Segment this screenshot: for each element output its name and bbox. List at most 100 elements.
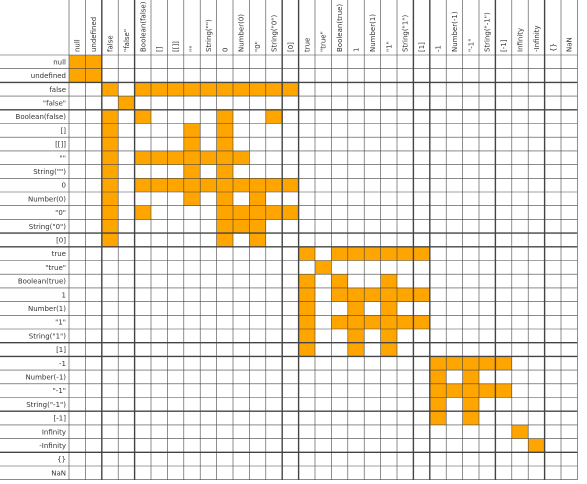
cell-8-2 [101,164,119,179]
cell-9-9 [216,178,233,192]
cell-14-21 [413,246,430,261]
row-label: [1] [56,346,66,354]
row-label: {} [57,456,66,464]
row-label: Boolean(false) [16,113,67,121]
cell-17-16 [331,287,348,302]
row-label: -Infinity [39,442,66,450]
row-label: "true" [45,264,66,272]
cell-8-9 [216,164,233,179]
row-labels: null undefined false "false" Boolean(false) [… [16,58,67,477]
col-label: String("0") [271,14,279,52]
cell-2-13 [282,82,299,97]
col-label: Number(1) [369,14,377,52]
cell-11-9 [216,205,233,220]
col-label: "-1" [467,39,475,52]
col-label: undefined [90,17,98,52]
cell-9-4 [134,178,151,192]
cell-12-2 [101,219,119,234]
row-label: String("-1") [26,401,66,409]
cell-12-10 [233,219,250,234]
row-label: false [49,86,66,94]
cell-9-13 [282,178,299,192]
cell-26-24 [462,411,479,425]
row-label: 1 [62,291,66,299]
cell-10-9 [216,192,233,206]
col-label: Boolean(true) [336,4,344,52]
col-label: Number(-1) [451,11,459,52]
cell-24-22 [429,383,447,398]
cell-7-7 [183,150,201,165]
cell-24-24 [462,383,479,398]
row-label: 0 [62,182,66,190]
cell-22-22 [429,356,447,371]
cell-7-8 [200,150,217,165]
row-label: Number(1) [28,305,66,313]
col-label: String("-1") [484,12,492,52]
cell-14-18 [364,246,381,261]
cell-22-24 [462,356,479,371]
cell-6-7 [183,137,201,151]
col-label: false [107,35,115,52]
col-label: "true" [320,31,328,52]
cell-11-11 [249,205,266,220]
cell-10-2 [101,192,119,206]
cell-24-26 [495,383,512,398]
cell-13-9 [216,233,233,247]
cell-2-2 [101,82,119,97]
cell-17-18 [364,287,381,302]
cell-23-24 [462,370,479,384]
cell-2-12 [265,82,283,97]
cell-9-7 [183,178,201,192]
cell-18-19 [380,301,397,316]
cell-7-6 [167,150,184,165]
col-label: NaN [566,37,574,52]
cell-4-12 [265,109,283,124]
cell-19-19 [380,315,397,329]
col-label: Boolean(false) [139,1,147,52]
col-label: Number(0) [238,14,246,52]
grid-lines [0,0,578,481]
cell-2-7 [183,82,201,97]
cell-16-16 [331,274,348,288]
cell-11-4 [134,205,151,220]
col-label: [[]] [172,41,180,52]
col-label: String("") [205,19,213,52]
row-label: "-1" [53,387,66,395]
cell-2-6 [167,82,184,97]
row-label: String("") [33,168,66,176]
col-label: "" [189,46,197,52]
cell-13-2 [101,233,119,247]
col-label: 0 [221,48,229,52]
col-label: "false" [123,29,131,52]
col-label: [] [156,46,164,52]
cell-20-14 [298,329,315,343]
row-label: [[]] [55,141,66,149]
cell-19-20 [397,315,414,329]
row-label: [0] [56,236,66,244]
cell-4-9 [216,109,233,124]
row-label: "false" [43,99,66,107]
cell-2-5 [151,82,168,97]
cell-21-17 [347,342,365,357]
cell-6-2 [101,137,119,151]
cell-2-8 [200,82,217,97]
row-label: "1" [55,319,66,327]
col-label: Infinity [517,28,525,52]
cell-9-12 [265,178,283,192]
cell-21-19 [380,342,397,357]
cell-21-14 [298,342,315,357]
cell-5-2 [101,123,119,138]
row-label: Boolean(true) [18,278,66,286]
cell-14-16 [331,246,348,261]
cell-26-22 [429,411,447,425]
cell-25-24 [462,397,479,412]
cell-20-19 [380,329,397,343]
col-label: [1] [418,42,426,52]
cell-24-25 [479,383,496,398]
cell-7-5 [151,150,168,165]
cell-11-2 [101,205,119,220]
cell-9-8 [200,178,217,192]
cell-11-12 [265,205,283,220]
row-label: "0" [55,209,66,217]
